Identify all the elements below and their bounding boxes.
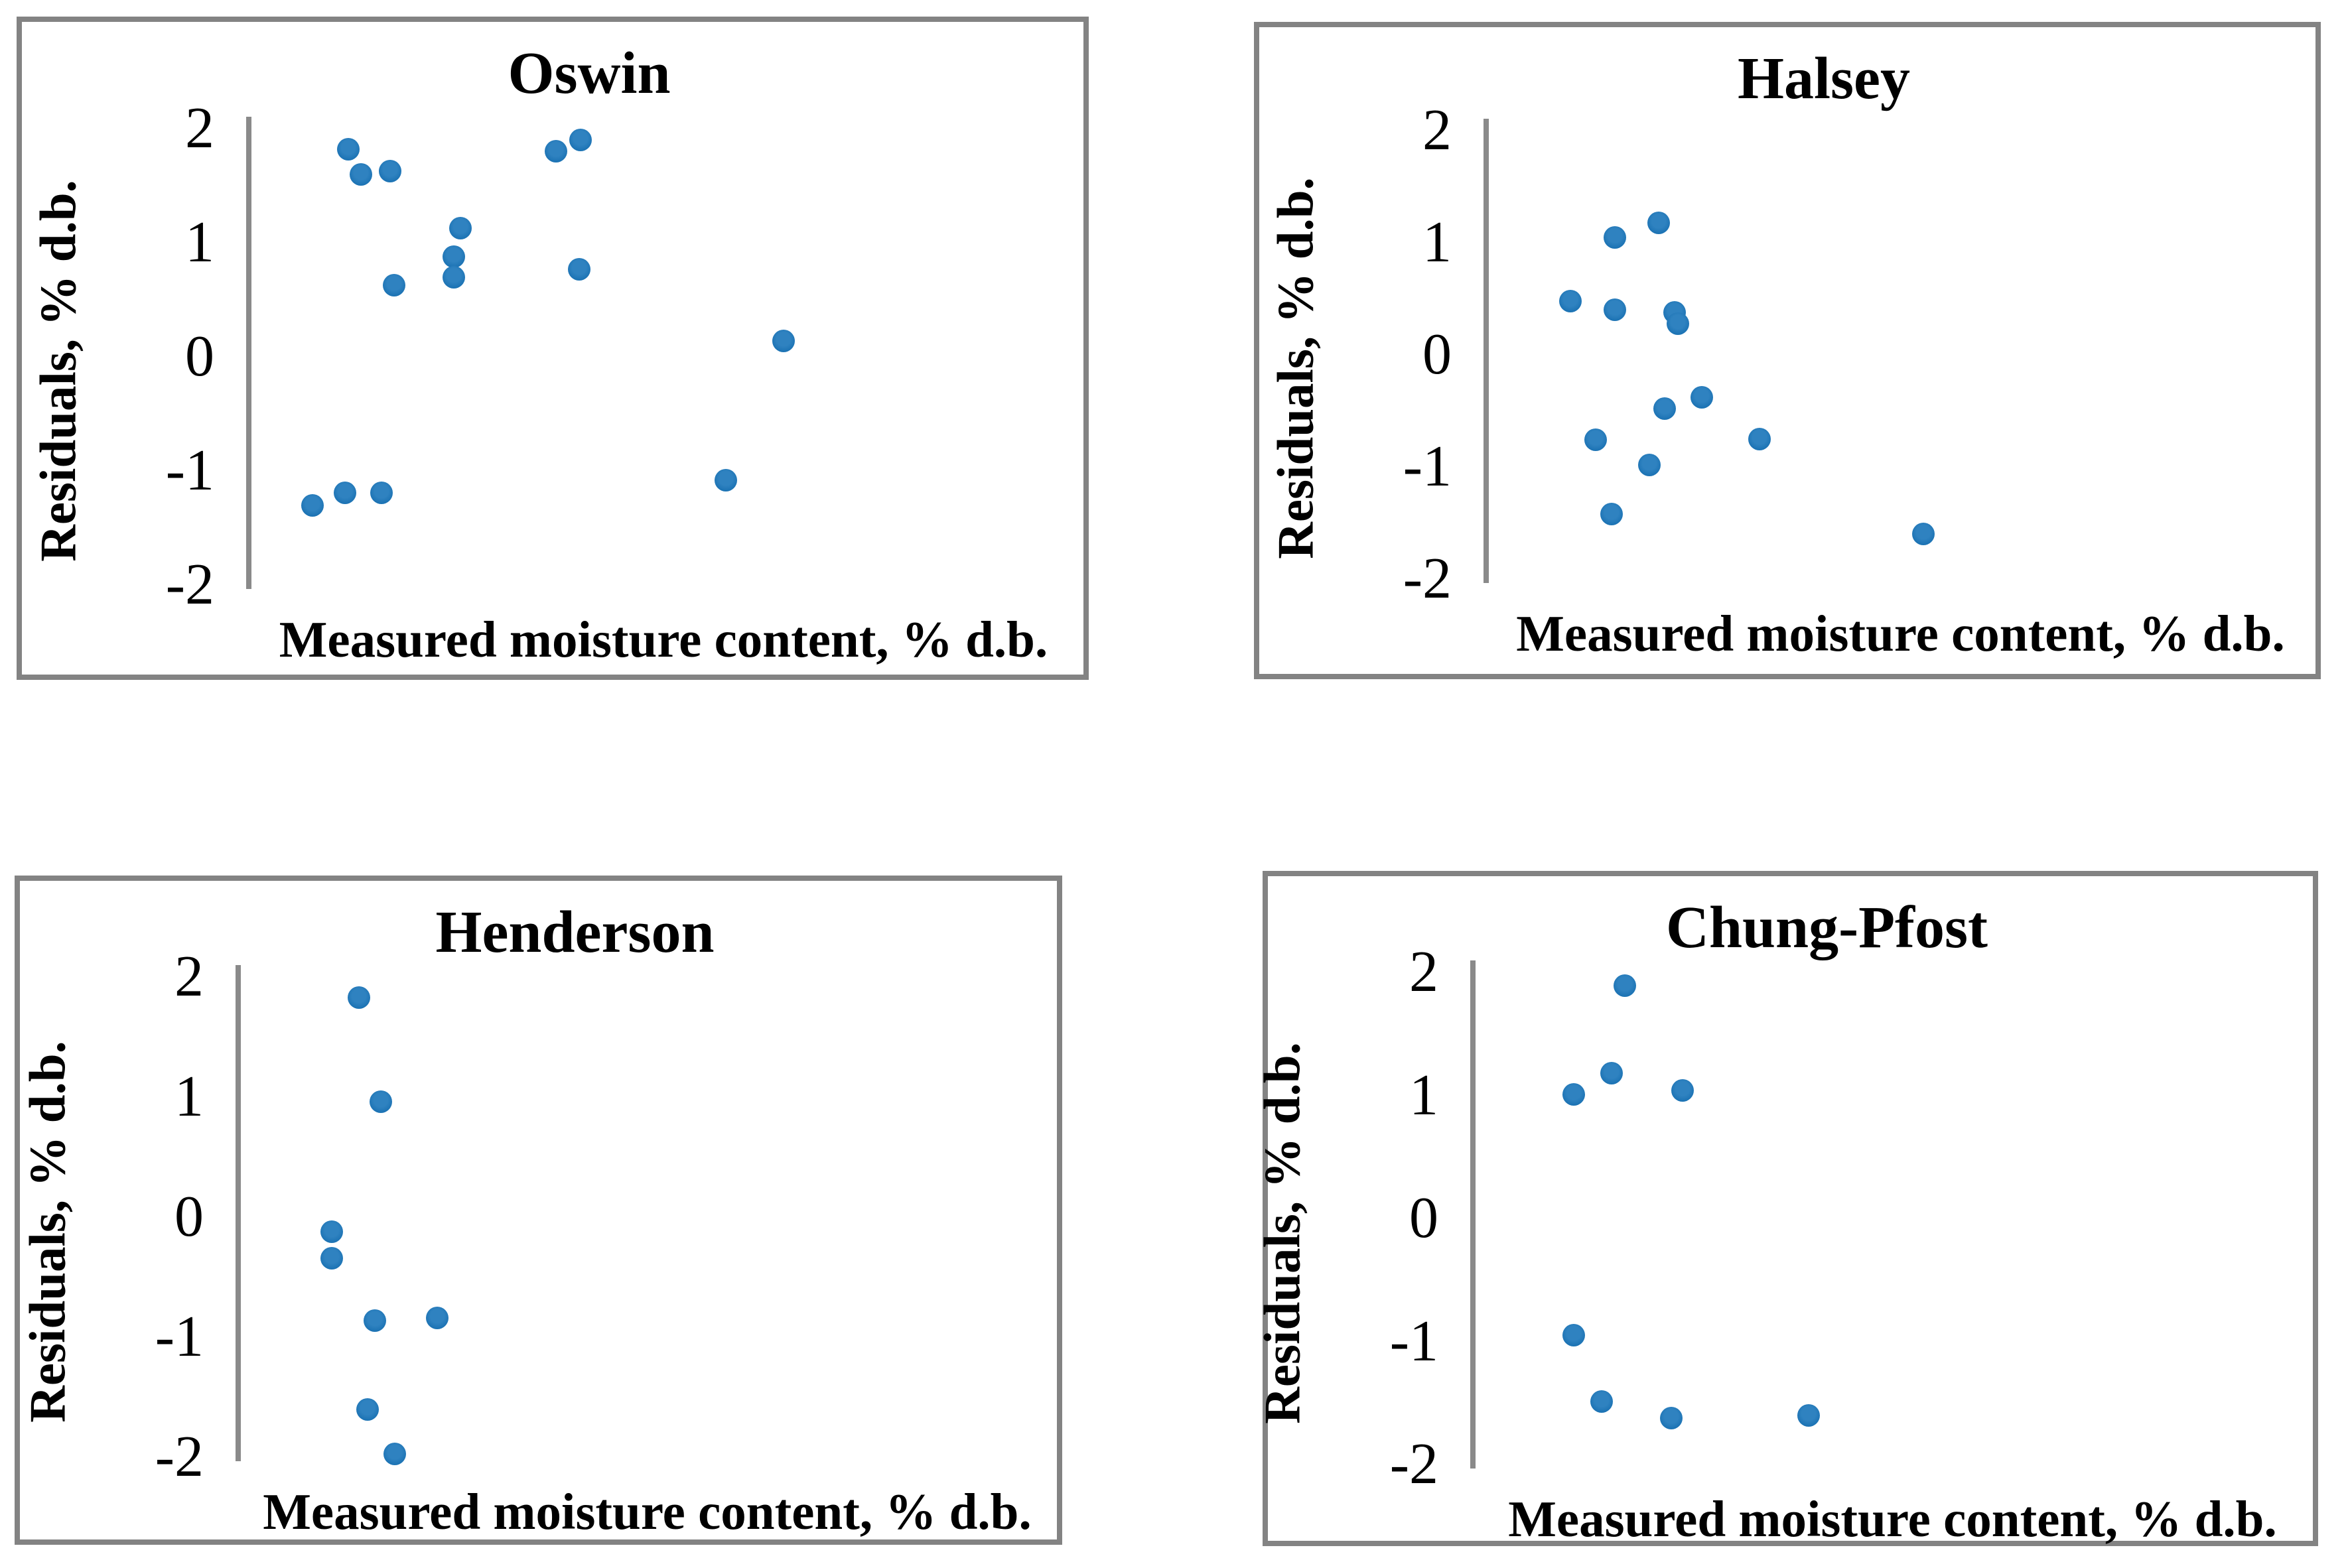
panel-halsey: Halsey Residuals, % d.b. Measured moistu… [1254,22,2321,679]
data-point [1562,1082,1585,1106]
x-axis-label: Measured moisture content, % d.b. [279,611,1048,668]
y-axis-label: Residuals, % d.b. [19,1040,76,1423]
y-tick-label: 0 [185,324,214,389]
y-tick-label: -2 [165,553,214,617]
data-point [1613,974,1636,998]
y-tick-label: 2 [174,945,204,1009]
y-tick-label: 1 [1422,210,1452,275]
data-point [369,1090,392,1114]
y-axis-label: Residuals, % d.b. [29,179,87,562]
data-point [714,468,737,491]
data-point [337,137,360,161]
data-point [544,140,567,163]
chart-title: Halsey [1738,46,1910,111]
data-point [1671,1079,1694,1102]
data-point [449,216,472,239]
data-point [567,257,590,281]
data-point [1659,1406,1683,1429]
y-axis-line [236,965,241,1461]
y-tick-label: -1 [1403,434,1452,499]
data-point [1600,1062,1623,1085]
data-point [1562,1324,1585,1347]
data-point [301,493,324,517]
data-point [1748,427,1771,450]
y-tick-label: 2 [1409,940,1438,1004]
data-point [370,481,393,504]
y-axis-line [1484,119,1489,583]
data-point [382,273,405,296]
y-tick-label: -2 [155,1425,204,1489]
data-point [442,265,465,289]
data-point [1797,1404,1820,1427]
data-point [1690,386,1713,409]
data-point [1647,211,1670,234]
data-point [348,986,371,1009]
y-axis-label: Residuals, % d.b. [1267,177,1324,560]
y-tick-label: 0 [174,1185,204,1249]
plot-area: Residuals, % d.b. Measured moisture cont… [1254,943,2312,1548]
y-tick-label: -2 [1389,1432,1438,1496]
data-point [363,1309,386,1332]
y-axis-line [1470,960,1476,1469]
y-tick-label: 2 [1422,98,1452,163]
data-point [356,1398,379,1421]
y-tick-label: 1 [174,1065,204,1129]
x-axis-label: Measured moisture content, % d.b. [1508,1490,2277,1547]
plot-area: Residuals, % d.b. Measured moisture cont… [1267,101,2315,663]
y-tick-label: 1 [1409,1063,1438,1128]
panel-henderson: Henderson Residuals, % d.b. Measured moi… [15,876,1062,1545]
data-point [1912,523,1935,546]
y-tick-label: -1 [165,438,214,503]
y-tick-label: 2 [185,96,214,161]
chart-title: Oswin [508,40,671,106]
y-tick-label: 0 [1409,1186,1438,1250]
data-point [425,1307,449,1330]
data-point [569,129,592,152]
data-point [772,329,795,352]
data-point [1603,226,1626,249]
data-point [349,163,372,186]
x-axis-label: Measured moisture content, % d.b. [1516,605,2285,662]
data-point [1559,289,1582,312]
data-point [1584,428,1607,452]
data-point [334,481,356,504]
data-point [1653,397,1676,421]
plot-area: Residuals, % d.b. Measured moisture cont… [30,99,1078,669]
data-point [1603,298,1626,322]
y-axis-line [246,117,251,589]
plot-area: Residuals, % d.b. Measured moisture cont… [19,948,1056,1541]
data-point [1600,502,1623,525]
chart-title: Chung-Pfost [1665,895,1988,960]
y-axis-label: Residuals, % d.b. [1253,1042,1311,1425]
y-tick-label: -2 [1403,547,1452,611]
y-tick-label: -1 [155,1305,204,1369]
data-point [1666,312,1689,335]
data-point [442,245,465,268]
chart-title: Henderson [435,899,715,965]
panel-chung-pfost: Chung-Pfost Residuals, % d.b. Measured m… [1254,871,2318,1548]
data-point [320,1220,343,1243]
y-tick-label: 0 [1422,322,1452,387]
y-tick-label: 1 [185,210,214,275]
y-tick-label: -1 [1389,1309,1438,1374]
data-point [320,1246,343,1270]
data-point [1638,453,1661,476]
data-point [1590,1390,1613,1413]
data-point [383,1442,406,1465]
data-point [378,159,401,182]
panel-oswin: Oswin Residuals, % d.b. Measured moistur… [17,17,1089,680]
x-axis-label: Measured moisture content, % d.b. [263,1483,1032,1540]
